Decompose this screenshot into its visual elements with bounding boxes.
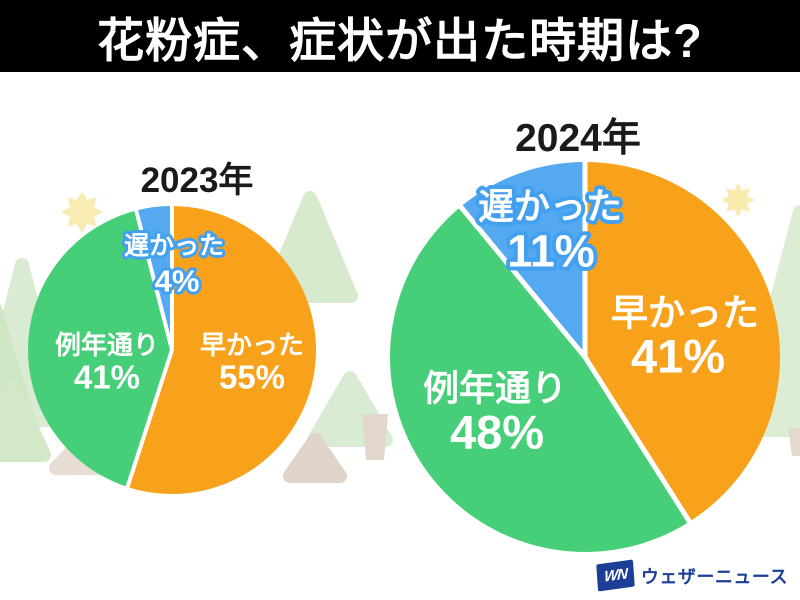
- wn-logo-letters: WN: [603, 565, 628, 586]
- pie-2023-label-as-usual: 例年通り: [55, 330, 159, 360]
- pie-2024-value-late: 11%: [507, 226, 595, 277]
- background-trunk-icon: [788, 428, 800, 456]
- brand-logo: WN ウェザーニュース: [596, 559, 788, 592]
- pie-2024-slice-as-usual: [389, 206, 690, 552]
- background-star-icon: [721, 183, 755, 217]
- background-star-icon: [61, 191, 103, 233]
- chart-title-2024: 2024年: [515, 117, 641, 160]
- pie-2023-slice-early: [127, 206, 317, 495]
- pie-2023-value-early: 55%: [219, 359, 285, 396]
- background-tree-icon: [283, 433, 347, 483]
- brand-name: ウェザーニュース: [640, 566, 788, 587]
- chart-title-2023: 2023年: [140, 161, 254, 200]
- background-tree-icon: [0, 378, 51, 462]
- pie-2023-label-early: 早かった: [200, 330, 304, 360]
- pie-2024-label-late: 遅かった: [478, 186, 622, 227]
- pie-2024-label-as-usual: 例年通り: [423, 368, 567, 409]
- pie-2023-label-late: 遅かった: [124, 232, 224, 260]
- page-title: 花粉症、症状が出た時期は?: [97, 13, 703, 67]
- pie-2023-value-as-usual: 41%: [74, 359, 140, 396]
- pie-2024-slice-late: [460, 162, 585, 357]
- pie-2024-value-as-usual: 48%: [450, 406, 544, 459]
- background-trunk-icon: [362, 414, 388, 460]
- pie-2023-slice-gap: [134, 209, 174, 351]
- pie-2023-value-late: 4%: [155, 264, 200, 299]
- pie-2024-label-early: 早かった: [611, 293, 759, 334]
- pie-2023-slice-gap: [125, 349, 174, 489]
- pie-2024-slice-gap: [458, 204, 587, 359]
- wn-logo-icon: WN: [596, 559, 635, 592]
- pie-2024-slice-gap: [582, 355, 693, 524]
- pie-2023-slice-as-usual: [27, 210, 173, 487]
- title-banner: 花粉症、症状が出た時期は?: [0, 0, 800, 72]
- pie-2024-value-early: 41%: [631, 330, 725, 383]
